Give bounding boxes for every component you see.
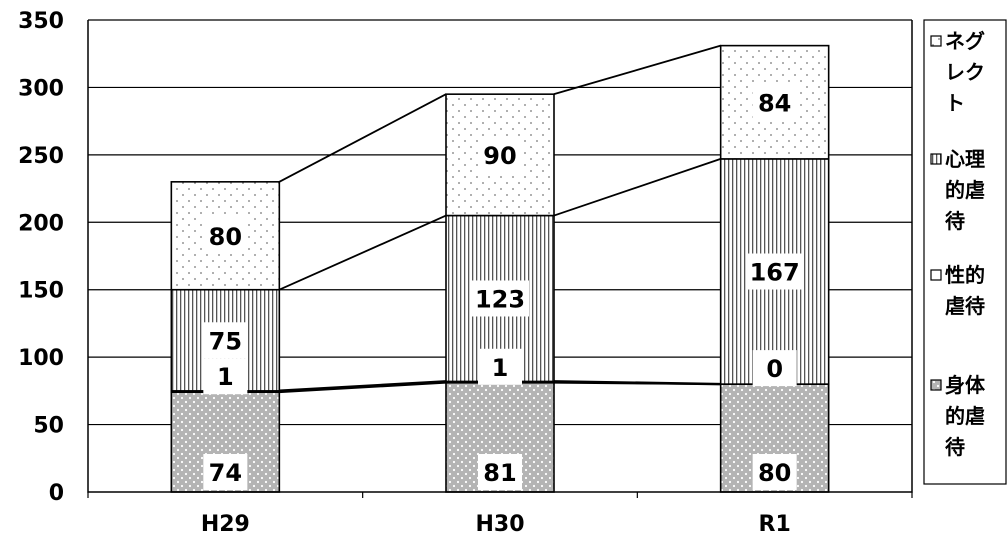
data-label: 0 xyxy=(766,355,783,383)
data-label: 81 xyxy=(483,459,516,487)
series-connector-line xyxy=(279,381,446,390)
data-label: 1 xyxy=(492,354,509,382)
x-tick-label: R1 xyxy=(759,512,791,537)
data-label: 75 xyxy=(209,327,242,355)
data-label: 1 xyxy=(217,363,234,391)
data-label: 90 xyxy=(483,142,516,170)
series-connector-line xyxy=(554,159,721,216)
x-tick-label: H29 xyxy=(201,512,250,537)
legend-swatch xyxy=(931,154,941,164)
series-connector-line xyxy=(279,94,446,182)
data-label: 167 xyxy=(750,259,800,287)
y-tick-label: 150 xyxy=(18,279,64,304)
y-tick-label: 300 xyxy=(18,76,64,101)
y-tick-label: 0 xyxy=(49,481,64,506)
y-tick-label: 200 xyxy=(18,211,64,236)
data-label: 74 xyxy=(209,459,242,487)
data-label: 123 xyxy=(475,285,525,313)
y-tick-label: 50 xyxy=(33,414,64,439)
data-label: 80 xyxy=(758,459,791,487)
x-tick-label: H30 xyxy=(475,512,524,537)
data-label: 84 xyxy=(758,89,791,117)
y-tick-label: 250 xyxy=(18,144,64,169)
series-connector-line xyxy=(279,383,446,392)
legend-swatch xyxy=(931,380,941,390)
legend-swatch xyxy=(931,270,941,280)
legend-swatch xyxy=(931,36,941,46)
y-tick-label: 100 xyxy=(18,346,64,371)
y-tick-label: 350 xyxy=(18,9,64,34)
data-label: 80 xyxy=(209,223,242,251)
series-connector-line xyxy=(279,216,446,290)
